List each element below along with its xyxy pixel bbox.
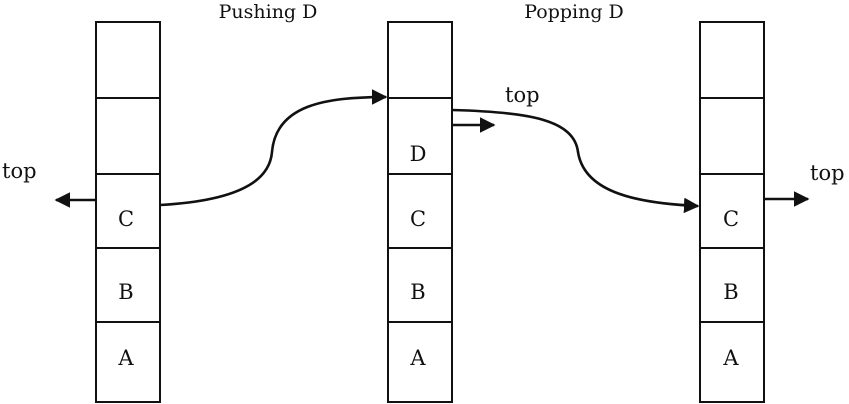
stack-after-pop-label-a: A	[722, 346, 739, 370]
stack-after-push-label-c: C	[410, 207, 426, 231]
top-label-left: top	[2, 159, 37, 183]
stack-initial-label-a: A	[117, 346, 134, 370]
stack-after-pop-label-b: B	[723, 280, 738, 304]
stack-initial-label-c: C	[118, 207, 134, 231]
stack-initial-cell-2	[95, 97, 161, 175]
stack-after-push-cell-2	[387, 97, 453, 175]
stack-initial-cell-1	[95, 21, 161, 99]
stack-after-push-cell-4	[387, 247, 453, 323]
stack-after-pop-label-c: C	[723, 207, 739, 231]
stack-after-push-label-b: B	[410, 280, 425, 304]
stack-after-pop-cell-5	[699, 321, 765, 403]
stack-initial-cell-3	[95, 173, 161, 249]
stack-initial-cell-5	[95, 321, 161, 403]
stack-after-push-label-d: D	[410, 142, 427, 166]
stack-after-pop-cell-2	[699, 97, 765, 175]
stack-after-pop: C B A	[699, 21, 765, 403]
stack-after-push: D C B A	[387, 21, 453, 403]
stack-after-push-label-a: A	[409, 346, 426, 370]
popping-d-title: Popping D	[524, 1, 624, 23]
stack-after-push-cell-1	[387, 21, 453, 99]
pop-transition-arrow	[451, 108, 700, 214]
pushing-d-title: Pushing D	[219, 1, 318, 23]
stack-initial: C B A	[95, 21, 161, 403]
top-label-right: top	[810, 161, 845, 185]
stack-initial-label-b: B	[118, 280, 133, 304]
top-label-middle: top	[505, 83, 540, 107]
stack-initial-cell-4	[95, 247, 161, 323]
stack-after-pop-cell-1	[699, 21, 765, 99]
stack-after-push-cell-5	[387, 321, 453, 403]
stack-after-pop-cell-3	[699, 173, 765, 249]
push-transition-arrow	[159, 89, 388, 207]
